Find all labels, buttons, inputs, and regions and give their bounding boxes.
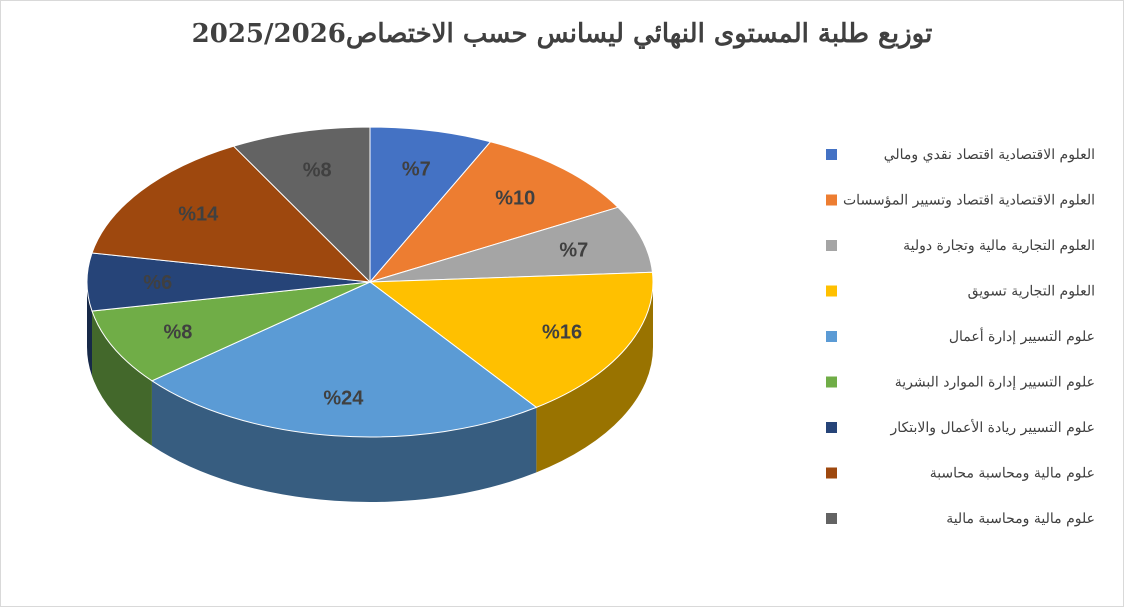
slice xyxy=(369,206,654,283)
value-label: %16 xyxy=(542,321,582,343)
legend-label: العلوم التجارية تسويق xyxy=(968,284,1095,300)
legend-swatch xyxy=(826,376,837,388)
slice xyxy=(150,281,538,438)
value-label: %8 xyxy=(303,159,332,181)
slice xyxy=(369,126,492,284)
legend-label: علوم مالية ومحاسبة مالية xyxy=(946,511,1095,527)
slice xyxy=(232,126,371,284)
legend-swatch xyxy=(826,331,837,342)
value-label: %6 xyxy=(143,272,172,294)
chart-title: توزيع طلبة المستوى النهائي ليسانس حسب ال… xyxy=(192,19,933,49)
value-label: %14 xyxy=(178,204,219,226)
legend-swatch xyxy=(826,285,837,297)
pie: %7 %10 %7 %16 %24 %8 %6 %14 %8 xyxy=(86,126,654,502)
legend-label: العلوم الاقتصادية اقتصاد وتسيير المؤسسات xyxy=(843,193,1095,209)
legend-label: علوم التسيير ريادة الأعمال والابتكار xyxy=(890,418,1096,436)
legend-label: العلوم التجارية مالية وتجارة دولية xyxy=(903,238,1095,254)
slice-side xyxy=(92,311,152,446)
value-label: %7 xyxy=(402,159,431,181)
legend-label: علوم مالية ومحاسبة محاسبة xyxy=(930,466,1095,482)
slice xyxy=(91,281,371,382)
slice xyxy=(368,141,619,283)
slice-side xyxy=(536,282,653,473)
value-label: %7 xyxy=(559,240,588,262)
legend-label: العلوم الاقتصادية اقتصاد نقدي ومالي xyxy=(884,147,1095,163)
slice xyxy=(368,271,654,408)
slice-side xyxy=(151,380,537,502)
value-label: %24 xyxy=(323,387,364,409)
legend-swatch xyxy=(826,240,837,251)
legend-label: علوم التسيير إدارة الموارد البشرية xyxy=(895,375,1095,391)
legend-swatch xyxy=(826,467,837,479)
legend-label: علوم التسيير إدارة أعمال xyxy=(949,326,1095,345)
legend: العلوم الاقتصادية اقتصاد نقدي ومالي العلو… xyxy=(826,147,1095,527)
slice xyxy=(91,145,372,283)
legend-swatch xyxy=(826,194,837,206)
legend-swatch xyxy=(826,513,837,524)
legend-swatch xyxy=(826,422,837,433)
value-label: %10 xyxy=(495,187,535,209)
slice-side xyxy=(87,282,93,377)
value-label: %8 xyxy=(163,321,192,343)
legend-swatch xyxy=(826,149,837,160)
